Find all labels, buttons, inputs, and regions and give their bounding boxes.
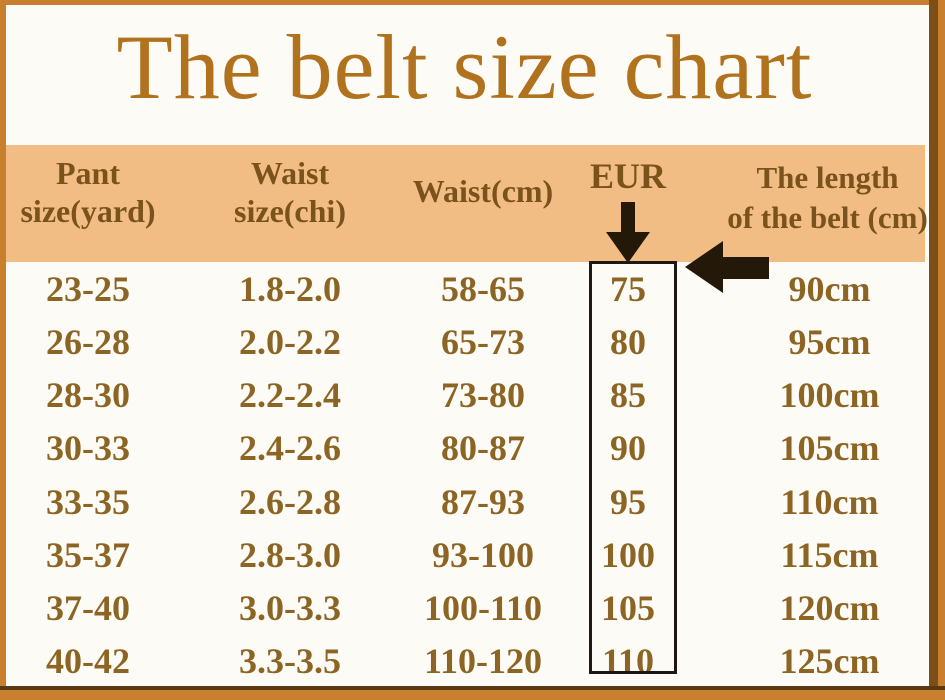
cell-eur: 90 xyxy=(610,428,646,469)
cell-belt-length: 120cm xyxy=(779,588,880,629)
table-row: 23-25 1.8-2.0 58-65 75 90cm xyxy=(6,262,925,315)
left-arrow-icon xyxy=(685,241,769,293)
size-table-body: 23-25 1.8-2.0 58-65 75 90cm 26-28 2.0-2.… xyxy=(6,262,925,688)
frame-border-left xyxy=(0,0,6,700)
header-line: Pant xyxy=(56,155,120,191)
table-row: 30-33 2.4-2.6 80-87 90 105cm xyxy=(6,422,925,475)
cell-waist-chi: 2.4-2.6 xyxy=(239,428,341,469)
header-line: of the belt (cm) xyxy=(727,200,928,235)
cell-pant-size: 40-42 xyxy=(46,641,130,682)
cell-pant-size: 23-25 xyxy=(46,268,130,309)
table-row: 37-40 3.0-3.3 100-110 105 120cm xyxy=(6,582,925,635)
cell-eur: 80 xyxy=(610,321,646,362)
cell-waist-chi: 1.8-2.0 xyxy=(239,268,341,309)
header-line: size(yard) xyxy=(20,193,156,229)
cell-pant-size: 28-30 xyxy=(46,375,130,416)
header-line: Waist xyxy=(250,155,330,191)
cell-eur: 95 xyxy=(610,481,646,522)
page-title: The belt size chart xyxy=(116,16,813,118)
table-row: 35-37 2.8-3.0 93-100 100 115cm xyxy=(6,528,925,581)
header-cell-eur: EUR xyxy=(556,145,700,262)
cell-waist-chi: 3.0-3.3 xyxy=(239,588,341,629)
cell-pant-size: 37-40 xyxy=(46,588,130,629)
cell-eur: 100 xyxy=(601,534,655,575)
cell-waist-chi: 2.6-2.8 xyxy=(239,481,341,522)
frame-border-right-inner xyxy=(929,0,938,700)
cell-waist-chi: 2.0-2.2 xyxy=(239,321,341,362)
cell-pant-size: 30-33 xyxy=(46,428,130,469)
header-line: EUR xyxy=(589,156,666,196)
cell-belt-length: 115cm xyxy=(780,534,879,575)
cell-waist-cm: 110-120 xyxy=(423,641,542,682)
frame-border-right-outer xyxy=(938,0,945,700)
cell-pant-size: 33-35 xyxy=(46,481,130,522)
cell-belt-length: 100cm xyxy=(779,375,880,416)
cell-belt-length: 95cm xyxy=(788,321,871,362)
cell-pant-size: 35-37 xyxy=(46,534,130,575)
header-cell-waist-chi: Waist size(chi) xyxy=(170,145,410,262)
table-row: 28-30 2.2-2.4 73-80 85 100cm xyxy=(6,369,925,422)
down-arrow-icon xyxy=(606,202,650,263)
frame-border-top xyxy=(0,0,945,5)
header-cell-pant-size: Pant size(yard) xyxy=(6,145,170,262)
frame-border-bottom-inner xyxy=(0,686,945,690)
cell-waist-chi: 3.3-3.5 xyxy=(239,641,341,682)
header-line: Waist(cm) xyxy=(412,173,554,209)
cell-waist-cm: 65-73 xyxy=(441,321,525,362)
cell-waist-chi: 2.8-3.0 xyxy=(239,534,341,575)
table-row: 40-42 3.3-3.5 110-120 110 125cm xyxy=(6,635,925,688)
frame-border-bottom-outer xyxy=(0,690,945,700)
cell-waist-cm: 80-87 xyxy=(441,428,525,469)
cell-eur: 110 xyxy=(601,641,654,682)
cell-eur: 105 xyxy=(601,588,655,629)
cell-belt-length: 105cm xyxy=(779,428,880,469)
cell-waist-cm: 73-80 xyxy=(441,375,525,416)
cell-waist-cm: 87-93 xyxy=(441,481,525,522)
header-line: The length xyxy=(756,160,899,195)
header-cell-waist-cm: Waist(cm) xyxy=(410,145,556,262)
cell-waist-cm: 58-65 xyxy=(441,268,525,309)
cell-belt-length: 110cm xyxy=(780,481,879,522)
cell-pant-size: 26-28 xyxy=(46,321,130,362)
cell-waist-chi: 2.2-2.4 xyxy=(239,375,341,416)
header-cell-belt-length: The length of the belt (cm) xyxy=(700,145,928,262)
table-row: 26-28 2.0-2.2 65-73 80 95cm xyxy=(6,315,925,368)
size-table-header-row: Pant size(yard) Waist size(chi) Waist(cm… xyxy=(6,145,928,262)
cell-eur: 85 xyxy=(610,375,646,416)
cell-waist-cm: 100-110 xyxy=(423,588,542,629)
header-line: size(chi) xyxy=(234,193,346,229)
eur-column-highlight-box xyxy=(589,261,677,674)
cell-eur: 75 xyxy=(610,268,646,309)
table-row: 33-35 2.6-2.8 87-93 95 110cm xyxy=(6,475,925,528)
cell-waist-cm: 93-100 xyxy=(432,534,534,575)
cell-belt-length: 125cm xyxy=(779,641,880,682)
cell-belt-length: 90cm xyxy=(788,268,871,309)
